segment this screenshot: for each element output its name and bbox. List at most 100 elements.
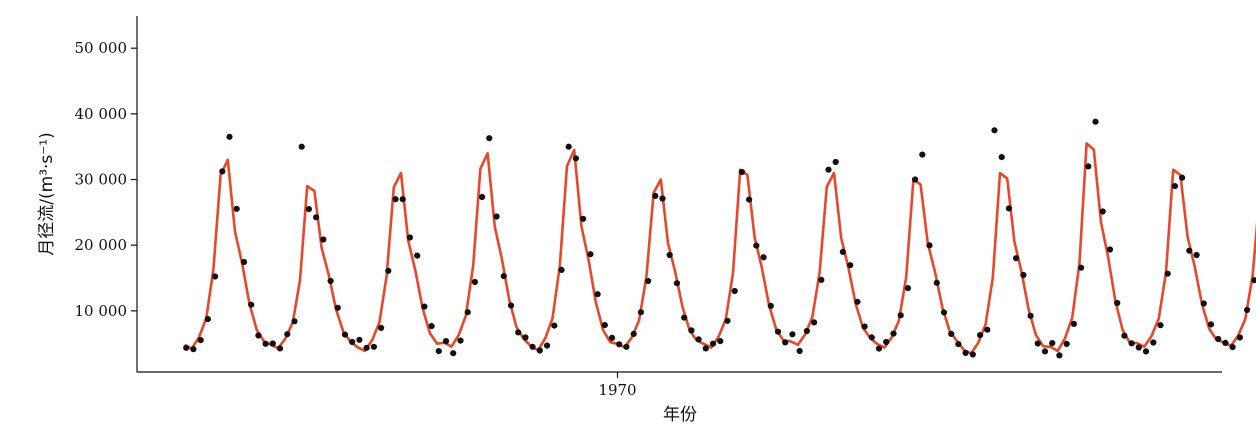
observed-point (681, 314, 688, 321)
observed-point (926, 242, 933, 249)
observed-point (507, 302, 515, 309)
y-tick-label: 50 000 (75, 39, 128, 57)
observed-point (1099, 208, 1106, 215)
observed-point (998, 154, 1005, 161)
observed-point (1056, 352, 1063, 359)
observed-point (399, 196, 406, 203)
observed-point (197, 337, 204, 344)
observed-point (327, 277, 334, 285)
observed-point (904, 285, 912, 292)
observed-point (637, 309, 645, 316)
observed-point (861, 323, 868, 330)
observed-point (572, 155, 580, 162)
observed-point (825, 166, 832, 173)
observed-point (551, 322, 558, 329)
observed-point (767, 302, 774, 309)
observed-point (1078, 264, 1085, 271)
observed-point (471, 278, 478, 286)
observed-point (652, 192, 659, 199)
observed-point (284, 331, 291, 338)
y-axis-ticks: 10 000 20 000 30 000 40 000 50 000 (75, 39, 137, 320)
observed-point (1027, 312, 1034, 319)
observed-point (1085, 163, 1092, 170)
observed-point (1041, 348, 1049, 355)
observed-point (428, 323, 435, 330)
observed-point (385, 267, 392, 274)
observed-point (969, 351, 976, 358)
observed-point (623, 343, 630, 350)
observed-point (1244, 306, 1251, 313)
observed-point (183, 344, 190, 351)
observed-point (500, 273, 507, 280)
observed-point (890, 330, 897, 337)
observed-point (594, 291, 601, 298)
observed-point (269, 340, 276, 347)
observed-point (984, 326, 991, 333)
plot-area: 10 000 20 000 30 000 40 000 50 000 197019801… (75, 16, 1256, 399)
observed-point (608, 334, 616, 341)
observed-point (378, 324, 385, 331)
observed-point (839, 248, 847, 255)
observed-point (991, 127, 998, 134)
observed-point (666, 251, 673, 259)
series-layer (183, 142, 1256, 355)
observed-point (414, 252, 421, 259)
observed-point (240, 258, 248, 266)
calibration-simulated-line (183, 142, 1256, 355)
observed-point (753, 242, 760, 249)
observed-point (226, 133, 233, 140)
observed-point (977, 332, 984, 339)
observed-point (204, 316, 211, 323)
observed-point (746, 196, 753, 203)
observed-point (262, 340, 269, 347)
observed-point (320, 236, 327, 243)
observed-point (1005, 205, 1013, 212)
observed-point (457, 337, 464, 344)
observed-point (349, 338, 356, 346)
observed-point (334, 304, 341, 311)
observed-point (695, 336, 702, 343)
observed-point (479, 193, 486, 201)
observed-point (782, 339, 789, 346)
observed-points-layer (183, 118, 1256, 359)
observed-point (760, 254, 767, 261)
observed-point (544, 342, 551, 349)
y-tick-label: 40 000 (75, 105, 128, 123)
observed-point (1020, 271, 1027, 279)
observed-point (1049, 340, 1056, 347)
observed-point (1063, 340, 1070, 347)
y-tick-label: 10 000 (75, 302, 128, 320)
observed-point (493, 213, 500, 220)
observed-point (630, 330, 637, 337)
observed-point (1222, 339, 1229, 346)
x-axis-ticks: 19701980199020002010 (598, 372, 637, 399)
observed-point (1150, 339, 1157, 346)
observed-point (1092, 118, 1099, 125)
observed-point (912, 176, 919, 183)
observed-point (1193, 251, 1200, 259)
observed-point (709, 340, 717, 347)
observed-point (702, 345, 709, 352)
observed-point (392, 196, 399, 203)
observed-point (291, 318, 298, 325)
observed-point (212, 273, 219, 280)
observed-point (1186, 247, 1193, 254)
y-axis-title: 月径流/(m³·s⁻¹) (37, 132, 57, 255)
observed-point (1157, 322, 1164, 329)
observed-point (933, 279, 940, 286)
observed-point (1171, 183, 1178, 190)
observed-point (1013, 255, 1020, 262)
observed-point (1121, 332, 1128, 339)
observed-point (363, 344, 370, 351)
observed-point (1070, 320, 1077, 327)
observed-point (536, 347, 543, 354)
observed-point (435, 348, 442, 355)
observed-point (796, 347, 803, 355)
observed-point (1114, 299, 1121, 307)
observed-point (450, 350, 457, 357)
observed-point (1179, 174, 1186, 181)
observed-point (738, 168, 746, 176)
observed-point (1251, 277, 1256, 284)
observed-point (645, 277, 652, 285)
